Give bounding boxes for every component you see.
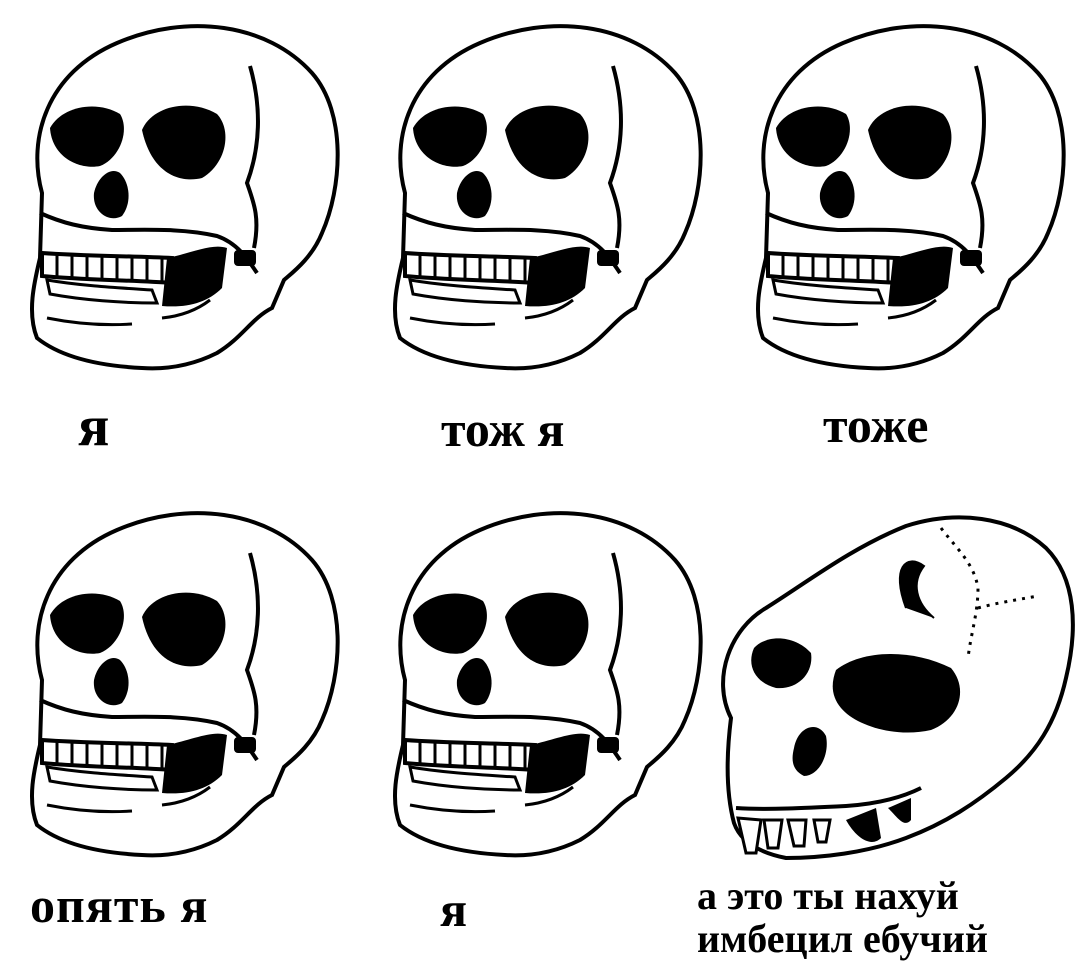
human-skull-icon (385, 18, 715, 388)
panel-1-caption: я (78, 393, 110, 458)
human-skull-icon (22, 505, 352, 875)
panel-2-caption: тож я (441, 401, 565, 457)
human-skull-icon (22, 18, 352, 388)
human-skull-icon (385, 505, 715, 875)
panel-6-caption-line-1: а это ты нахуй (697, 873, 959, 918)
panel-3-caption: тоже (823, 397, 929, 453)
human-skull-icon (748, 18, 1078, 388)
panel-6-caption-line-2: имбецил ебучий (697, 916, 988, 962)
panel-6-caption: а это ты нахуй имбецил ебучий (697, 873, 988, 962)
panel-4-caption: опять я (30, 877, 209, 933)
panel-5-caption: я (440, 881, 468, 937)
ape-skull-icon (706, 508, 1078, 883)
